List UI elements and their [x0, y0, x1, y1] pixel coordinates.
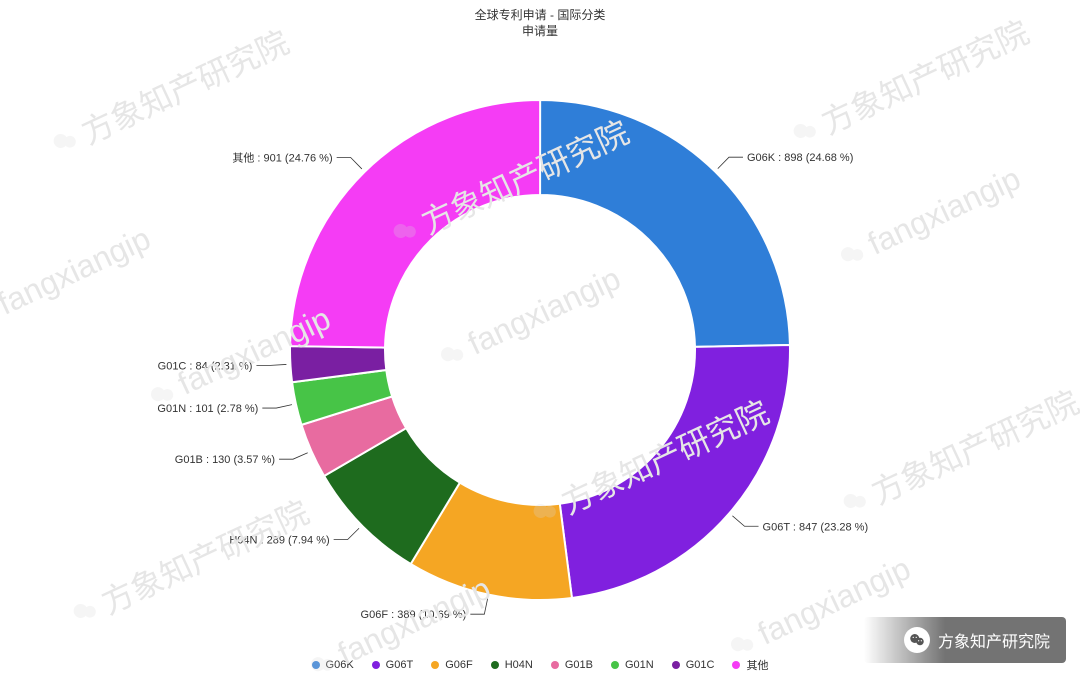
legend-label: G06F	[445, 659, 473, 671]
callout-label-G06F: G06F : 389 (10.69 %)	[361, 609, 467, 621]
legend-label: G01C	[686, 659, 715, 671]
attribution-badge: 方象知产研究院	[864, 617, 1066, 663]
callout-line-G06K	[718, 157, 743, 168]
callout-label-H04N: H04N : 289 (7.94 %)	[229, 534, 329, 546]
callout-label-G01C: G01C : 84 (2.31 %)	[158, 360, 253, 372]
slice-其他	[290, 100, 540, 348]
callout-line-G06T	[732, 516, 758, 526]
callout-line-G01B	[279, 453, 308, 459]
attribution-text: 方象知产研究院	[938, 628, 1050, 652]
legend-dot-icon	[732, 661, 740, 669]
legend-dot-icon	[312, 661, 320, 669]
legend-item-H04N: H04N	[491, 657, 533, 673]
legend-label: G01N	[625, 659, 654, 671]
legend-dot-icon	[372, 661, 380, 669]
legend-dot-icon	[551, 661, 559, 669]
slice-G06T	[560, 345, 790, 598]
legend-item-G01C: G01C	[672, 657, 715, 673]
legend-label: G01B	[565, 659, 593, 671]
callout-label-G01N: G01N : 101 (2.78 %)	[157, 403, 258, 415]
legend-label: G06K	[326, 659, 354, 671]
legend-item-G06T: G06T	[372, 657, 414, 673]
legend-dot-icon	[491, 661, 499, 669]
callout-line-其他	[337, 158, 362, 169]
legend-item-其他: 其他	[732, 657, 768, 673]
legend-dot-icon	[431, 661, 439, 669]
callout-line-G01C	[256, 364, 286, 365]
legend-dot-icon	[611, 661, 619, 669]
legend-item-G01B: G01B	[551, 657, 593, 673]
callout-label-G06K: G06K : 898 (24.68 %)	[747, 152, 853, 164]
callout-label-G01B: G01B : 130 (3.57 %)	[175, 454, 275, 466]
legend-label: 其他	[746, 657, 768, 673]
legend-item-G06K: G06K	[312, 657, 354, 673]
legend-item-G01N: G01N	[611, 657, 654, 673]
slice-G06K	[540, 100, 790, 347]
donut-chart: G06K : 898 (24.68 %) G06T : 847 (23.28 %)…	[0, 0, 1080, 691]
wechat-icon	[904, 627, 930, 653]
callout-line-G06F	[470, 599, 487, 615]
callout-label-其他: 其他 : 901 (24.76 %)	[232, 152, 332, 165]
legend-item-G06F: G06F	[431, 657, 473, 673]
legend-dot-icon	[672, 661, 680, 669]
callout-line-H04N	[334, 528, 359, 539]
callout-line-G01N	[262, 405, 292, 408]
legend-label: H04N	[505, 659, 533, 671]
legend-label: G06T	[386, 659, 414, 671]
callout-label-G06T: G06T : 847 (23.28 %)	[763, 521, 869, 533]
